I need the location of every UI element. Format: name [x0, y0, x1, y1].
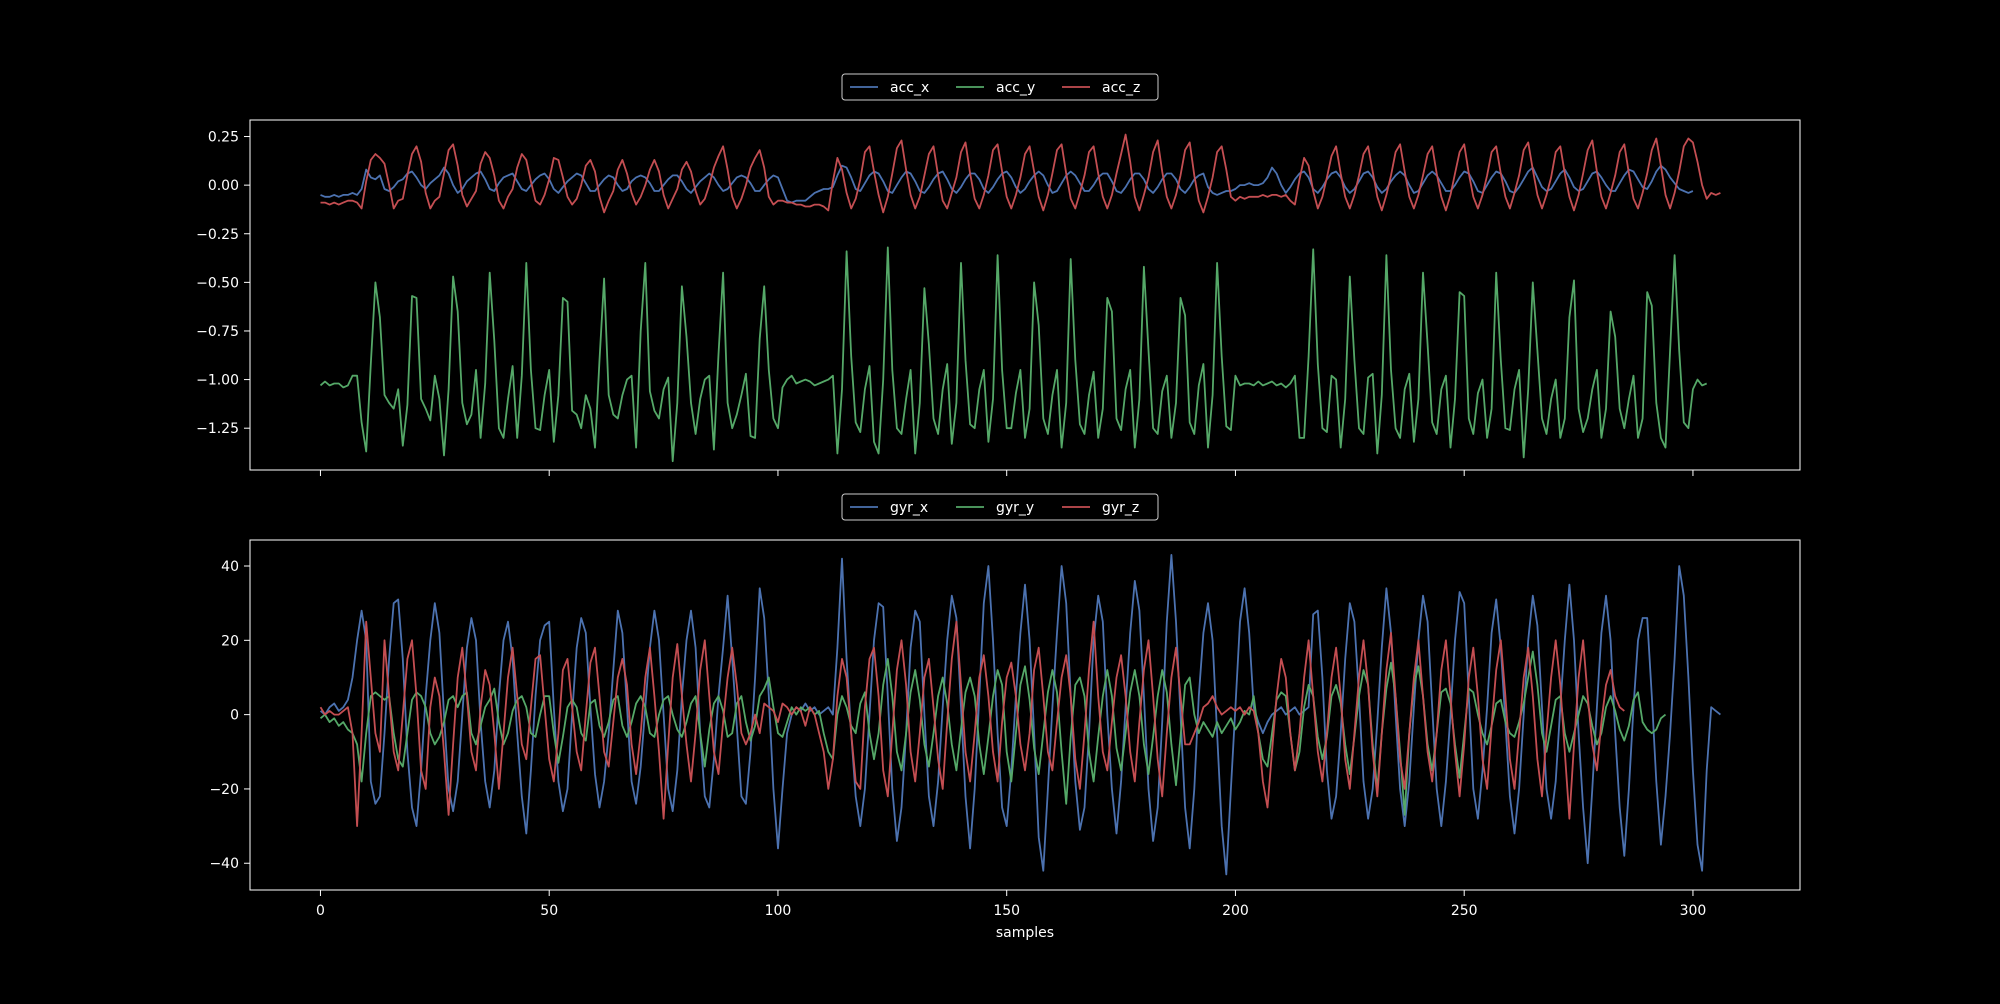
legend-label: acc_z — [1102, 80, 1140, 96]
x-tick-label: 100 — [765, 903, 792, 919]
x-tick-label: 200 — [1222, 903, 1249, 919]
legend-label: acc_x — [890, 80, 929, 96]
legend-entry-acc_y: acc_y — [956, 80, 1035, 96]
series-line-acc_y — [319, 246, 1708, 463]
x-tick-label: 300 — [1680, 903, 1707, 919]
y-tick-label: 0.00 — [208, 178, 239, 194]
series-line-gyr_y — [319, 650, 1667, 816]
axes-frame — [249, 119, 1801, 471]
legend-label: gyr_z — [1102, 500, 1139, 516]
series-line-gyr_z — [319, 620, 1625, 827]
legend: gyr_x gyr_y gyr_z — [841, 493, 1159, 521]
y-tick-label: −0.50 — [196, 275, 239, 291]
x-tick-label: 250 — [1451, 903, 1478, 919]
legend-frame — [841, 493, 1159, 521]
legend-frame — [841, 73, 1159, 101]
y-tick-label: 20 — [221, 633, 239, 649]
series-line-acc_z — [320, 133, 1721, 214]
legend-label: acc_y — [996, 80, 1035, 96]
legend-entry-gyr_y: gyr_y — [956, 500, 1034, 516]
legend: acc_x acc_y acc_z — [841, 73, 1159, 101]
y-tick-label: −0.75 — [196, 324, 239, 340]
y-tick-label: 40 — [221, 559, 239, 575]
y-tick-label: 0.25 — [208, 130, 239, 146]
legend-entry-acc_z: acc_z — [1062, 80, 1140, 96]
x-axis-label: samples — [996, 925, 1054, 941]
x-tick-label: 50 — [540, 903, 558, 919]
legend-entry-gyr_x: gyr_x — [850, 500, 928, 516]
y-tick-label: −0.25 — [196, 227, 239, 243]
series-line-gyr_x — [319, 554, 1721, 876]
legend-label: gyr_y — [996, 500, 1034, 516]
y-tick-label: −40 — [209, 856, 239, 872]
y-tick-label: −20 — [209, 782, 239, 798]
y-tick-label: 0 — [230, 708, 239, 724]
legend-entry-acc_x: acc_x — [850, 80, 929, 96]
x-tick-label: 150 — [993, 903, 1020, 919]
legend-label: gyr_x — [890, 500, 928, 516]
y-tick-label: −1.00 — [196, 373, 239, 389]
legend-entry-gyr_z: gyr_z — [1062, 500, 1139, 516]
y-tick-label: −1.25 — [196, 421, 239, 437]
x-tick-label: 0 — [316, 903, 325, 919]
